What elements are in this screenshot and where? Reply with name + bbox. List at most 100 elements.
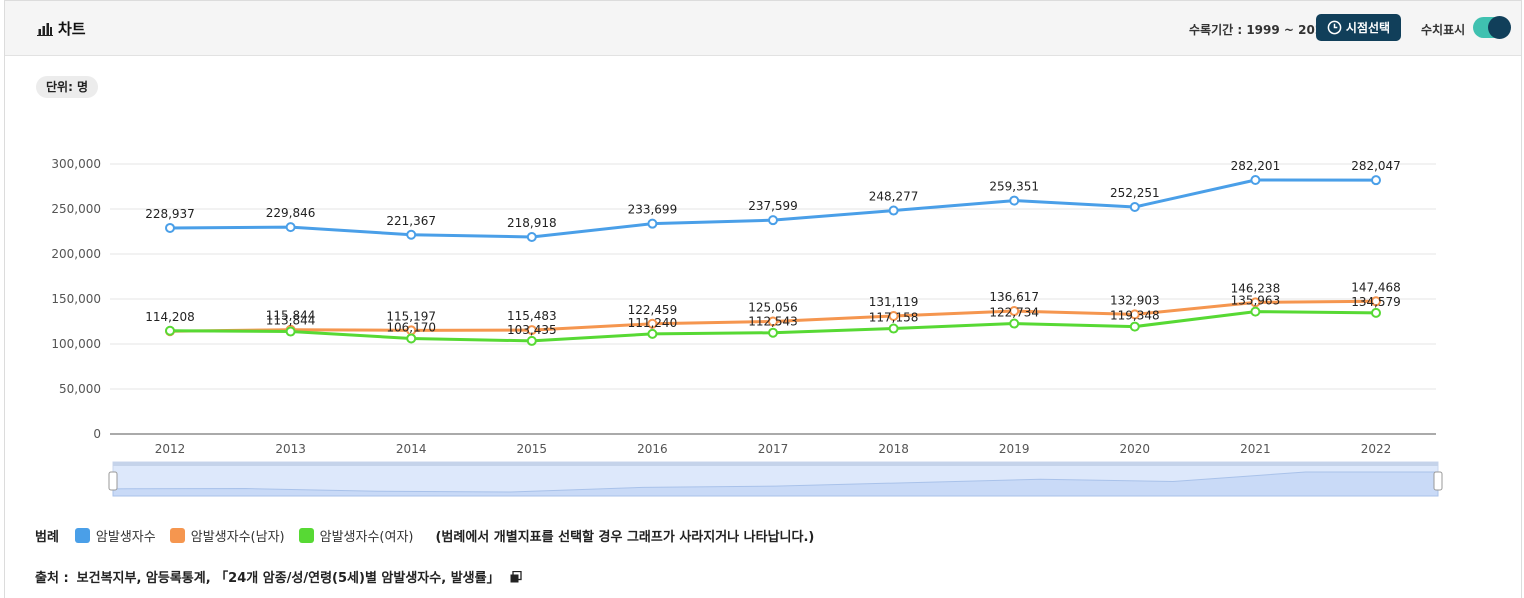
data-label: 115,844 (266, 309, 316, 323)
data-label: 115,483 (507, 309, 557, 323)
source-text: 보건복지부, 암등록통계, 「24개 암종/성/연령(5세)별 암발생자수, 발… (76, 571, 500, 586)
data-label: 136,617 (989, 290, 1039, 304)
data-label: 229,846 (266, 206, 316, 220)
data-label: 135,963 (1231, 294, 1281, 308)
data-point-2 (1250, 306, 1261, 317)
data-label: 117,158 (869, 311, 919, 325)
legend-label-male: 암발생자수(남자) (190, 530, 285, 545)
data-label: 112,543 (748, 315, 798, 329)
legend: 범례 암발생자수 암발생자수(남자) 암발생자수(여자) (범례에서 개별지표를… (35, 526, 814, 545)
chart-title-text: 차트 (58, 20, 86, 38)
data-point-1 (1371, 296, 1381, 307)
data-label: 233,699 (628, 203, 678, 217)
data-point-2 (888, 323, 899, 334)
data-point-0 (285, 222, 296, 233)
data-point-1 (888, 310, 899, 321)
data-point-0 (1129, 201, 1140, 212)
navigator-top-bar (113, 462, 1438, 466)
time-select-label: 시점선택 (1345, 21, 1391, 35)
data-label: 221,367 (386, 214, 436, 228)
data-label: 252,251 (1110, 186, 1160, 200)
data-point-0 (165, 222, 175, 233)
y-tick-label: 150,000 (51, 292, 101, 306)
x-tick-label: 2012 (155, 442, 186, 456)
data-point-1 (526, 325, 537, 336)
line-chart: 0 50,000 100,000 150,000 200,000 250,000 300,0… (51, 157, 1443, 497)
chart-header: 차트 수록기간 : 1999 ~ 2022 시점선택 수치표시 (5, 1, 1521, 56)
x-tick-label: 2013 (275, 442, 306, 456)
legend-swatch-total (74, 528, 90, 543)
y-tick-label: 300,000 (51, 157, 101, 171)
value-display-toggle[interactable] (1473, 16, 1511, 39)
data-point-2 (1009, 318, 1020, 329)
data-point-0 (888, 205, 899, 216)
data-point-1 (768, 316, 778, 327)
legend-title: 범례 (35, 530, 59, 545)
data-point-2 (165, 325, 175, 336)
legend-label-total: 암발생자수 (95, 530, 156, 545)
x-tick-label: 2015 (517, 442, 548, 456)
legend-swatch-female (298, 528, 314, 543)
navigator-handle-right[interactable] (1433, 471, 1443, 491)
data-label: 103,435 (507, 323, 557, 337)
navigator-mini-area (112, 471, 1439, 497)
copy-icon[interactable] (510, 570, 522, 583)
y-tick-label: 100,000 (51, 337, 101, 351)
y-tick-label: 0 (93, 427, 101, 441)
data-label: 111,240 (628, 316, 678, 330)
x-tick-label: 2017 (758, 442, 789, 456)
data-label: 218,918 (507, 216, 557, 230)
data-point-0 (647, 218, 658, 229)
value-display-label: 수치표시 (1421, 23, 1466, 37)
data-point-1 (647, 318, 658, 329)
x-tick-label: 2019 (999, 442, 1030, 456)
data-label: 282,201 (1231, 159, 1281, 173)
data-point-0 (1250, 175, 1261, 186)
data-point-1 (1009, 306, 1020, 317)
x-tick-label: 2014 (396, 442, 427, 456)
data-label: 248,277 (869, 190, 919, 204)
data-label: 122,734 (989, 306, 1039, 320)
navigator-handle-left[interactable] (108, 471, 118, 491)
data-label: 131,119 (869, 295, 919, 309)
data-point-2 (406, 333, 417, 344)
legend-label-female: 암발생자수(여자) (319, 530, 414, 545)
data-label: 237,599 (748, 199, 798, 213)
bar-chart-icon (37, 22, 53, 36)
data-point-1 (1129, 309, 1140, 320)
data-label: 134,579 (1351, 295, 1401, 309)
x-tick-label: 2020 (1120, 442, 1151, 456)
data-point-1 (1250, 297, 1261, 308)
data-point-0 (768, 215, 778, 226)
data-point-0 (1371, 175, 1381, 186)
source-label: 출처 : (35, 571, 69, 586)
data-point-2 (1371, 307, 1381, 318)
clock-icon (1327, 20, 1342, 35)
period-label: 수록기간 : 1999 ~ 2022 (1189, 23, 1332, 37)
y-tick-label: 250,000 (51, 202, 101, 216)
legend-item-female[interactable]: 암발생자수(여자) (298, 526, 414, 545)
x-tick-label: 2018 (878, 442, 909, 456)
data-point-2 (285, 326, 296, 337)
chart-title: 차트 (37, 18, 86, 39)
data-point-2 (647, 328, 658, 339)
legend-item-total[interactable]: 암발생자수 (74, 526, 156, 545)
data-label: 114,208 (145, 310, 195, 324)
data-point-2 (526, 335, 537, 346)
data-label: 125,056 (748, 300, 798, 314)
data-label: 115,197 (386, 309, 436, 323)
x-tick-label: 2016 (637, 442, 668, 456)
x-tick-label: 2021 (1240, 442, 1271, 456)
legend-item-male[interactable]: 암발생자수(남자) (169, 526, 285, 545)
data-point-2 (768, 327, 778, 338)
data-point-0 (406, 229, 417, 240)
legend-swatch-male (169, 528, 185, 543)
data-label: 106,170 (386, 320, 436, 334)
time-select-button[interactable]: 시점선택 (1316, 14, 1401, 41)
data-label: 259,351 (989, 180, 1039, 194)
data-label: 119,348 (1110, 309, 1160, 323)
data-label: 132,903 (1110, 293, 1160, 307)
x-tick-label: 2022 (1361, 442, 1392, 456)
y-tick-label: 200,000 (51, 247, 101, 261)
toggle-knob (1488, 16, 1511, 39)
